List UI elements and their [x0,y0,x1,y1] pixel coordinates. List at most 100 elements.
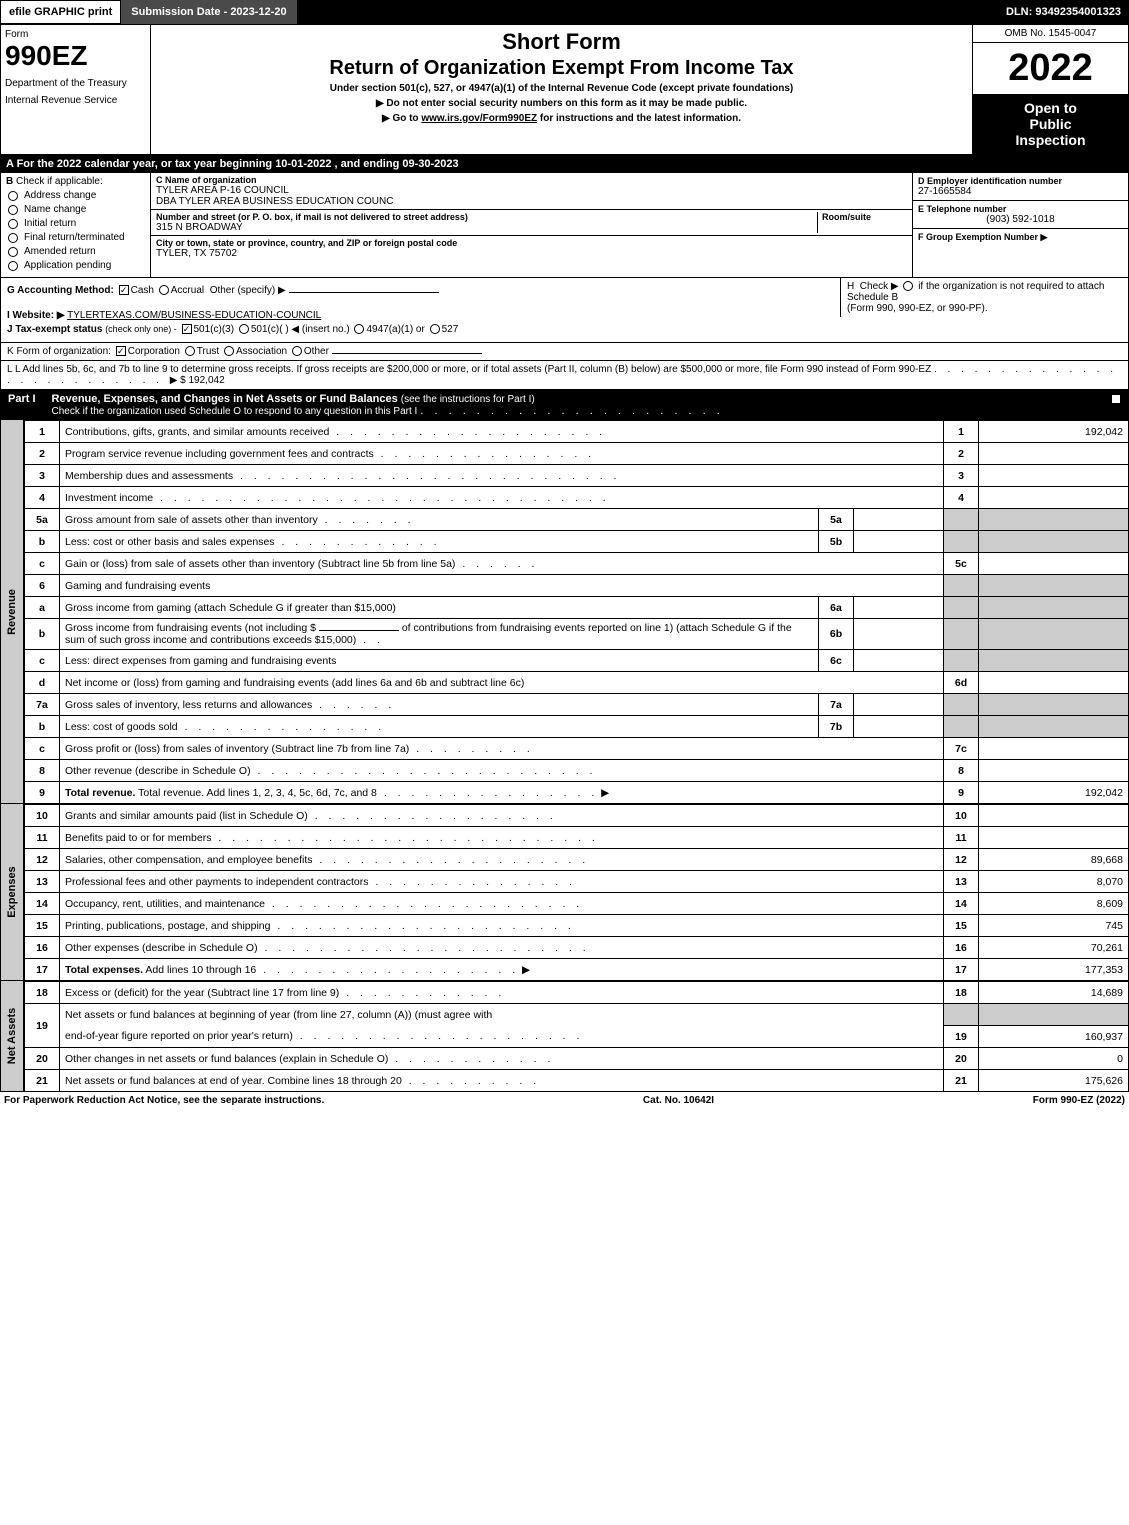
check-application-pending[interactable] [8,261,18,271]
ein-value: 27-1665584 [918,186,1123,197]
goto-note: ▶ Go to www.irs.gov/Form990EZ for instru… [159,113,964,124]
b-check-label: Check if applicable: [16,176,103,187]
netassets-table: 18Excess or (deficit) for the year (Subt… [24,981,1129,1092]
subtitle: Under section 501(c), 527, or 4947(a)(1)… [159,83,964,94]
part1-title-sub: (see the instructions for Part I) [401,394,535,405]
form-number: 990EZ [5,40,146,72]
expenses-side-label: Expenses [0,804,24,981]
k-corp[interactable] [116,346,126,356]
g-cash: Cash [131,285,154,296]
check-final-return[interactable] [8,233,18,243]
g-other: Other (specify) ▶ [210,285,286,296]
city-label: City or town, state or province, country… [156,238,907,248]
website-value[interactable]: TYLERTEXAS.COM/BUSINESS-EDUCATION-COUNCI… [67,310,321,321]
room-label: Room/suite [822,212,907,222]
check-amended-return[interactable] [8,247,18,257]
part1-title: Revenue, Expenses, and Changes in Net As… [48,390,1103,420]
ein-label: D Employer identification number [918,176,1123,186]
table-row: 18Excess or (deficit) for the year (Subt… [25,982,1129,1004]
check-label-1: Name change [24,204,86,215]
table-row: 5aGross amount from sale of assets other… [25,509,1129,531]
goto-prefix: ▶ Go to [382,113,421,124]
table-row: 11Benefits paid to or for members . . . … [25,827,1129,849]
addr-label: Number and street (or P. O. box, if mail… [156,212,817,222]
check-name-change[interactable] [8,205,18,215]
inspection-badge: Open to Public Inspection [973,94,1128,154]
section-def: D Employer identification number 27-1665… [913,173,1128,277]
j-opt1: 501(c)(3) [194,324,235,335]
k-other[interactable] [292,346,302,356]
k-opt2: Association [236,346,287,357]
b-label: B [6,176,13,187]
section-ghij: G Accounting Method: Cash Accrual Other … [0,278,1129,343]
radio-accrual[interactable] [159,285,169,295]
k-assoc[interactable] [224,346,234,356]
form-word: Form [5,29,146,40]
table-row: 16Other expenses (describe in Schedule O… [25,937,1129,959]
header-right: OMB No. 1545-0047 2022 Open to Public In… [973,25,1128,154]
footer-center: Cat. No. 10642I [643,1095,714,1106]
table-row: bLess: cost of goods sold . . . . . . . … [25,716,1129,738]
irs-link[interactable]: www.irs.gov/Form990EZ [421,113,537,124]
table-row: cLess: direct expenses from gaming and f… [25,650,1129,672]
j-527[interactable] [430,324,440,334]
table-row: 2Program service revenue including gover… [25,443,1129,465]
i-label: I Website: ▶ [7,310,65,321]
section-h: H Check ▶ if the organization is not req… [840,278,1120,317]
table-row: bLess: cost or other basis and sales exp… [25,531,1129,553]
j-opt3: 4947(a)(1) or [366,324,424,335]
k-trust[interactable] [185,346,195,356]
section-b: B Check if applicable: Address change Na… [1,173,151,277]
j-label: J Tax-exempt status [7,324,102,335]
part1-header: Part I Revenue, Expenses, and Changes in… [0,390,1129,420]
netassets-section: Net Assets 18Excess or (deficit) for the… [0,981,1129,1092]
section-k: K Form of organization: Corporation Trus… [0,343,1129,361]
org-name-1: TYLER AREA P-16 COUNCIL [156,185,907,196]
table-row: 7aGross sales of inventory, less returns… [25,694,1129,716]
table-row: 8Other revenue (describe in Schedule O) … [25,760,1129,782]
short-form-title: Short Form [159,29,964,55]
omb-number: OMB No. 1545-0047 [973,25,1128,43]
phone-label: E Telephone number [918,204,1123,214]
h-text3: (Form 990, 990-EZ, or 990-PF). [847,303,988,314]
inspection-line2: Public [977,116,1124,132]
j-opt4: 527 [442,324,459,335]
table-row: 19Net assets or fund balances at beginni… [25,1004,1129,1026]
l-text: L Add lines 5b, 6c, and 7b to line 9 to … [15,364,931,375]
h-text1: Check ▶ [860,281,899,292]
info-grid: B Check if applicable: Address change Na… [0,173,1129,278]
checkbox-cash[interactable] [119,285,129,295]
check-address-change[interactable] [8,191,18,201]
h-checkbox[interactable] [903,281,913,291]
ssn-note: ▶ Do not enter social security numbers o… [159,98,964,109]
section-j: J Tax-exempt status (check only one) - 5… [7,324,1122,335]
check-initial-return[interactable] [8,219,18,229]
table-row: cGross profit or (loss) from sales of in… [25,738,1129,760]
submission-date: Submission Date - 2023-12-20 [121,0,296,24]
section-l: L L Add lines 5b, 6c, and 7b to line 9 t… [0,361,1129,390]
table-row: 17Total expenses. Add lines 10 through 1… [25,959,1129,981]
table-row: 21Net assets or fund balances at end of … [25,1070,1129,1092]
netassets-side-label: Net Assets [0,981,24,1092]
part1-checkbox[interactable] [1111,394,1121,404]
revenue-table: 1Contributions, gifts, grants, and simil… [24,420,1129,804]
part1-title-text: Revenue, Expenses, and Changes in Net As… [52,393,398,405]
section-a-taxyear: A For the 2022 calendar year, or tax yea… [0,155,1129,173]
header-center: Short Form Return of Organization Exempt… [151,25,973,154]
k-opt0: Corporation [128,346,180,357]
table-row: bGross income from fundraising events (n… [25,619,1129,650]
j-501c3[interactable] [182,324,192,334]
tax-year: 2022 [973,43,1128,94]
table-row: dNet income or (loss) from gaming and fu… [25,672,1129,694]
revenue-section: Revenue 1Contributions, gifts, grants, a… [0,420,1129,804]
l-amount: ▶ $ 192,042 [170,375,225,386]
table-row: 1Contributions, gifts, grants, and simil… [25,421,1129,443]
j-501c[interactable] [239,324,249,334]
j-4947[interactable] [354,324,364,334]
table-row: 14Occupancy, rent, utilities, and mainte… [25,893,1129,915]
main-title: Return of Organization Exempt From Incom… [159,57,964,80]
k-opt1: Trust [197,346,219,357]
g-label: G Accounting Method: [7,285,114,296]
revenue-side-label: Revenue [0,420,24,804]
expenses-section: Expenses 10Grants and similar amounts pa… [0,804,1129,981]
